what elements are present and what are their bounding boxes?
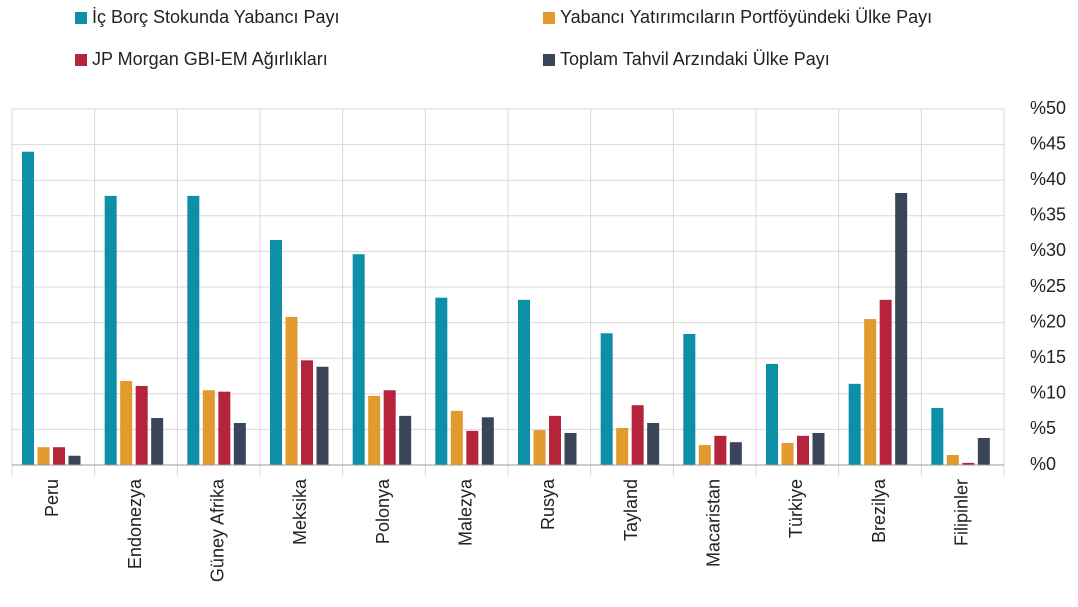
bar — [233, 422, 246, 465]
legend-swatch — [543, 54, 555, 66]
bar — [631, 405, 644, 465]
x-tick-label: Endonezya — [125, 478, 145, 569]
bar — [647, 422, 660, 465]
y-tick-label: %25 — [1030, 276, 1066, 296]
bar — [946, 455, 959, 465]
y-tick-label: %15 — [1030, 347, 1066, 367]
y-tick-label: %40 — [1030, 169, 1066, 189]
bar — [399, 415, 412, 465]
bar — [285, 316, 298, 465]
bar — [962, 462, 975, 465]
bar — [714, 435, 727, 465]
bar — [104, 195, 117, 465]
y-tick-label: %20 — [1030, 311, 1066, 331]
bar — [683, 333, 696, 465]
legend-swatch — [543, 12, 555, 24]
bar — [22, 151, 34, 465]
bar — [698, 445, 711, 465]
bar — [931, 408, 944, 465]
bar — [301, 360, 313, 465]
bar — [895, 193, 908, 466]
bar — [977, 437, 990, 465]
bar — [202, 390, 215, 465]
y-tick-label: %0 — [1030, 454, 1056, 474]
x-tick-label: Türkiye — [786, 479, 806, 538]
y-tick-label: %35 — [1030, 205, 1066, 225]
x-tick-label: Brezilya — [869, 478, 889, 543]
bar — [450, 410, 463, 465]
x-tick-label: Polonya — [373, 478, 393, 544]
legend-swatch — [75, 54, 87, 66]
legend-label: Toplam Tahvil Arzındaki Ülke Payı — [560, 49, 830, 69]
y-tick-label: %30 — [1030, 240, 1066, 260]
legend-label: Yabancı Yatırımcıların Portföyündeki Ülk… — [560, 7, 932, 27]
x-tick-label: Güney Afrika — [207, 478, 227, 582]
bar — [383, 390, 396, 465]
bar — [616, 427, 629, 465]
y-tick-label: %5 — [1030, 418, 1056, 438]
x-tick-label: Peru — [42, 479, 62, 517]
x-tick-label: Rusya — [538, 478, 558, 530]
bar — [864, 319, 877, 465]
x-tick-label: Macaristan — [703, 479, 723, 567]
bar — [481, 417, 494, 465]
bar — [352, 254, 365, 465]
legend-label: İç Borç Stokunda Yabancı Payı — [92, 7, 339, 27]
bar — [549, 415, 561, 465]
bar — [53, 447, 65, 465]
x-tick-label: Malezya — [455, 478, 475, 546]
x-tick-label: Tayland — [621, 479, 641, 541]
y-tick-label: %50 — [1030, 98, 1066, 118]
bar — [879, 299, 892, 465]
legend-swatch — [75, 12, 87, 24]
bar — [316, 366, 329, 465]
bar — [37, 447, 50, 465]
bar — [564, 432, 577, 465]
bar — [781, 442, 794, 465]
bar — [120, 380, 133, 465]
bar — [729, 442, 742, 465]
bar — [812, 432, 825, 465]
bar — [766, 363, 778, 465]
bar — [68, 455, 81, 465]
bar — [848, 383, 861, 465]
bar — [518, 299, 530, 465]
bar — [466, 430, 479, 465]
bar — [797, 435, 809, 465]
bar — [270, 240, 282, 465]
y-tick-label: %10 — [1030, 383, 1066, 403]
bar — [600, 333, 613, 465]
bar — [135, 385, 148, 465]
x-tick-label: Filipinler — [951, 479, 971, 546]
legend-label: JP Morgan GBI-EM Ağırlıkları — [92, 49, 328, 69]
bar — [368, 395, 381, 465]
bar — [218, 391, 231, 465]
x-tick-label: Meksika — [290, 478, 310, 545]
y-tick-label: %45 — [1030, 133, 1066, 153]
bar — [533, 430, 546, 465]
bar — [435, 297, 448, 465]
bar — [187, 195, 200, 465]
bar — [151, 418, 164, 465]
